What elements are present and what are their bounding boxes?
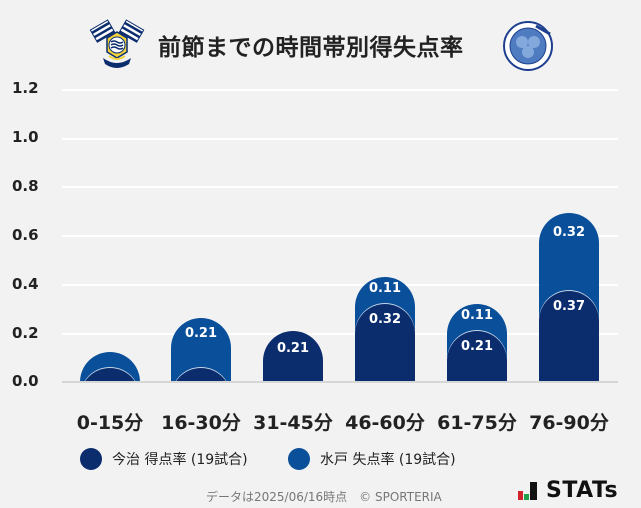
bar-segment-home [355,303,415,382]
bar-segment-home [171,367,231,382]
chart-header: 前節までの時間帯別得失点率 [0,14,641,71]
value-label-home: 0.21 [276,340,310,356]
bar-0[interactable] [80,352,140,382]
x-tick: 61-75分 [437,412,517,434]
legend-label-home: 今治 得点率 (19試合) [112,452,248,468]
bar-chart-icon [518,481,540,500]
stats-wordmark: STATs [546,478,619,503]
y-tick: 0.4 [12,275,39,293]
value-label-home: 0.37 [552,299,586,315]
y-tick: 0.8 [12,177,39,195]
value-label-home: 0.21 [460,338,494,354]
y-tick: 1.2 [12,79,39,97]
y-tick: 0.6 [12,226,39,244]
x-tick: 31-45分 [253,412,333,434]
x-axis-line [62,381,618,383]
gridline [62,235,618,237]
bar-segment-away [263,330,323,382]
gridline [62,89,618,91]
bar-segment-home [80,368,140,382]
chart-title: 前節までの時間帯別得失点率 [158,35,464,61]
imabari-crest-icon [89,19,145,68]
legend-item-home[interactable]: 今治 得点率 (19試合) [80,448,248,470]
value-label-away: 0.11 [460,307,494,323]
bar-5[interactable]: 0.32 0.37 [539,212,599,382]
x-tick: 16-30分 [161,412,241,434]
stacked-bar-chart: 1.2 1.0 0.8 0.6 0.4 0.2 0.0 0.21 0.21 0.11… [12,79,618,390]
legend-item-away[interactable]: 水戸 失点率 (19試合) [288,448,456,470]
bar-1[interactable]: 0.21 [171,318,231,382]
value-label-away: 0.21 [184,326,218,342]
y-tick: 0.2 [12,324,39,342]
x-tick: 0-15分 [76,412,144,434]
bar-segment-home [539,291,599,382]
legend-swatch-home [80,448,102,470]
bar-2[interactable]: 0.21 [263,330,323,382]
bar-segment-home [447,330,507,382]
x-tick: 46-60分 [345,412,425,434]
value-label-home: 0.32 [368,311,402,327]
value-label-away: 0.32 [552,224,586,240]
gridline [62,186,618,188]
data-date-note: データは2025/06/16時点 © SPORTERIA [206,490,442,504]
bar-3[interactable]: 0.11 0.32 [355,276,415,382]
y-tick: 1.0 [12,128,39,146]
stats-brand-logo: STATs [518,478,618,503]
mito-hollyhock-crest-icon [503,21,553,71]
value-label-away: 0.11 [368,280,402,296]
gridline [62,284,618,286]
gridline [62,333,618,335]
gridline [62,138,618,140]
x-tick: 76-90分 [529,412,609,434]
legend-swatch-away [288,448,310,470]
y-tick: 0.0 [12,372,39,390]
bar-4[interactable]: 0.11 0.21 [447,303,507,382]
legend-label-away: 水戸 失点率 (19試合) [320,452,456,468]
